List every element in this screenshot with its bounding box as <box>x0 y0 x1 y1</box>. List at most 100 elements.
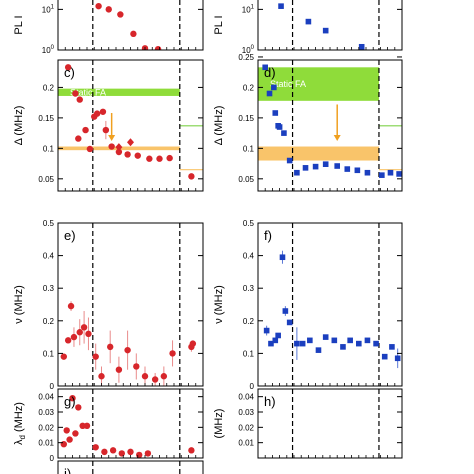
data-point <box>76 329 83 336</box>
data-point <box>105 6 112 13</box>
y-tick-label: 101 <box>42 4 55 14</box>
panel-plot-area <box>60 389 195 458</box>
panel-frame <box>57 222 204 387</box>
panel-right-top: 101 100 PL I <box>213 0 403 55</box>
data-point <box>60 441 67 448</box>
y-tick-label: 0.25 <box>238 53 254 62</box>
panel-plot-area <box>263 223 401 386</box>
data-point <box>322 27 329 34</box>
data-point <box>101 448 108 456</box>
data-point <box>154 45 162 50</box>
arrow-head <box>108 135 116 142</box>
data-point <box>356 340 362 347</box>
y-tick-label: 0.2 <box>43 317 55 326</box>
y-tick-label: 100 <box>42 45 55 55</box>
panel-frame <box>257 222 403 387</box>
data-point <box>394 355 401 362</box>
data-point <box>266 90 273 97</box>
static-fa-label: Static FA <box>70 87 106 97</box>
y-axis-title: ν (MHz) <box>213 285 225 324</box>
data-point <box>60 353 67 360</box>
data-point <box>92 444 99 451</box>
data-point <box>64 64 72 71</box>
panel-label: i) <box>64 466 71 474</box>
data-point <box>67 302 75 310</box>
panel-label: e) <box>64 228 76 243</box>
y-tick-label: 0.4 <box>43 252 55 261</box>
data-point <box>299 340 306 347</box>
y-tick-label: 0.03 <box>238 408 254 417</box>
data-point <box>294 169 300 176</box>
static-fa-band <box>258 67 379 101</box>
y-tick-label: 0.15 <box>238 114 254 123</box>
y-tick-label: 0.2 <box>243 317 255 326</box>
data-point <box>347 337 353 344</box>
data-point <box>99 108 107 115</box>
data-point <box>76 96 83 103</box>
data-point <box>107 343 114 351</box>
data-point <box>109 447 117 454</box>
data-point <box>282 308 289 314</box>
data-point <box>127 448 134 456</box>
data-point <box>166 154 173 162</box>
panel-plot-area <box>92 461 181 474</box>
data-point <box>95 2 102 10</box>
panel-plot-area <box>278 0 380 50</box>
static-fa-band <box>58 88 180 96</box>
data-point <box>279 254 286 261</box>
data-point <box>275 332 281 339</box>
y-axis-title: (MHz) <box>213 409 225 439</box>
data-point <box>315 347 322 353</box>
y-axis-title: PL I <box>13 15 25 34</box>
data-point <box>108 143 115 150</box>
data-point <box>75 404 82 411</box>
data-point <box>83 422 91 429</box>
data-point <box>72 430 79 437</box>
y-tick-label: 100 <box>242 45 255 55</box>
y-axis-title: ν (MHz) <box>13 285 25 324</box>
data-point <box>141 373 149 380</box>
y-tick-label: 0.01 <box>238 439 254 448</box>
data-point <box>354 167 361 174</box>
data-point <box>271 84 277 91</box>
panel-frame <box>57 0 204 51</box>
data-point <box>156 155 163 162</box>
data-point <box>160 373 168 380</box>
data-point <box>133 363 140 370</box>
data-point <box>98 373 105 380</box>
panel-plot-area: Static FA <box>258 60 402 191</box>
y-axis-title: Δ (MHz) <box>213 106 225 146</box>
panel-i: i) <box>57 460 204 474</box>
y-tick-label: 0.3 <box>43 284 55 293</box>
data-point <box>189 340 197 347</box>
data-point <box>69 395 76 402</box>
y-tick-label: 0.1 <box>243 349 255 358</box>
panel-frame <box>257 388 403 459</box>
panel-frame <box>57 388 204 459</box>
panel-f: 0.5 0.4 0.3 0.2 0.1 0 ν (MHz) f) <box>213 219 403 391</box>
data-point <box>117 11 124 18</box>
y-axis-title-sub: d <box>18 435 27 439</box>
y-tick-label: 0.3 <box>243 284 255 293</box>
data-point <box>334 163 340 169</box>
data-point <box>358 43 365 50</box>
panel-e: 0.5 0.4 0.3 0.2 0.1 0 ν (MHz) e) <box>13 219 204 391</box>
y-axis-title: PL I <box>213 15 225 34</box>
y-tick-label: 101 <box>242 4 255 14</box>
panel-label: c) <box>64 65 75 80</box>
panel-h: 0.04 0.03 0.02 0.01 (MHz) h) <box>213 388 403 459</box>
data-point <box>75 135 82 142</box>
data-point <box>389 344 395 350</box>
data-point-diamond <box>127 138 134 147</box>
y-axis-title-unit: (MHz) <box>13 402 25 435</box>
data-point <box>80 324 88 331</box>
data-point <box>294 340 300 347</box>
data-point <box>124 346 131 354</box>
y-tick-label: 0.2 <box>243 83 255 92</box>
y-tick-label: 0.04 <box>38 393 54 402</box>
data-point <box>134 152 141 159</box>
y-axis-title: Δ (MHz) <box>13 106 25 146</box>
data-point <box>146 155 153 162</box>
panel-plot-area: Static FA <box>58 60 203 191</box>
y-tick-label: 0.01 <box>38 439 54 448</box>
